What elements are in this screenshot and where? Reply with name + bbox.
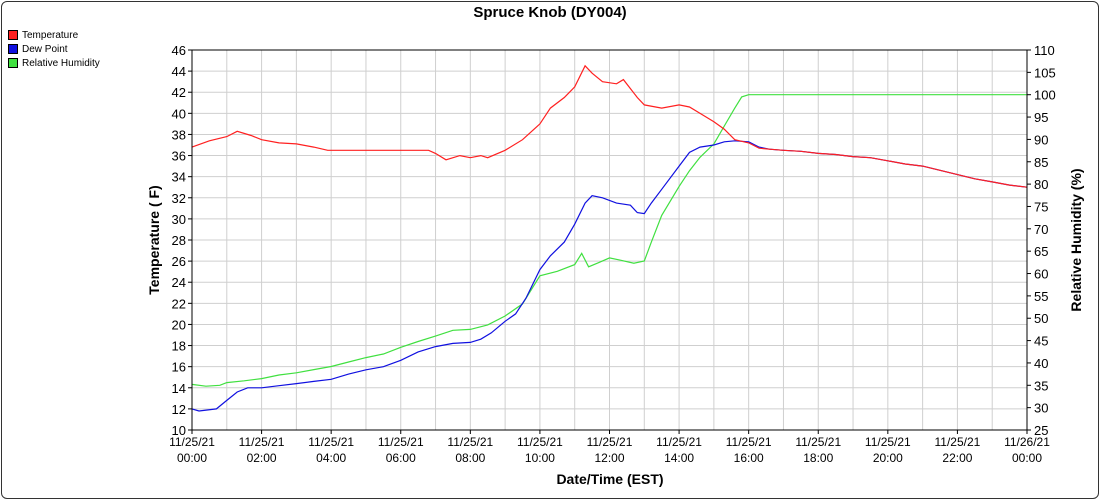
legend-swatch-dew-point <box>8 44 18 54</box>
x-tick-date: 11/25/21 <box>239 435 285 449</box>
left-tick-label: 24 <box>172 275 186 290</box>
left-tick-label: 18 <box>172 339 186 354</box>
x-axis-ticks: 11/25/21 00:00 11/25/21 02:00 11/25/21 04:00 1… <box>169 430 1050 465</box>
left-tick-label: 32 <box>172 191 186 206</box>
right-tick-label: 95 <box>1034 110 1048 125</box>
left-tick-label: 42 <box>172 85 186 100</box>
x-tick-date: 11/25/21 <box>656 435 702 449</box>
right-tick-label: 105 <box>1034 65 1056 80</box>
x-tick-time: 14:00 <box>664 451 694 465</box>
left-tick-label: 14 <box>172 381 186 396</box>
right-tick-label: 85 <box>1034 155 1048 170</box>
left-tick-label: 30 <box>172 212 186 227</box>
x-tick-date: 11/25/21 <box>308 435 354 449</box>
right-tick-label: 55 <box>1034 289 1048 304</box>
y-axis-right-label: Relative Humidity (%) <box>1068 168 1084 311</box>
right-axis-ticks: 25 30 35 40 45 50 55 60 65 70 75 80 85 90 95 100 105 110 <box>1027 43 1056 438</box>
right-tick-label: 110 <box>1034 43 1055 58</box>
x-tick-time: 04:00 <box>316 451 346 465</box>
x-tick-date: 11/25/21 <box>865 435 911 449</box>
x-tick-time: 08:00 <box>455 451 485 465</box>
right-tick-label: 60 <box>1034 267 1048 282</box>
x-tick-date: 11/25/21 <box>795 435 841 449</box>
left-tick-label: 44 <box>172 64 186 79</box>
x-tick-time: 20:00 <box>873 451 903 465</box>
left-tick-label: 28 <box>172 233 186 248</box>
right-tick-label: 70 <box>1034 222 1048 237</box>
left-tick-label: 26 <box>172 254 186 269</box>
x-tick-date: 11/25/21 <box>169 435 215 449</box>
legend-label-temperature: Temperature <box>22 29 79 41</box>
x-tick-time: 22:00 <box>942 451 972 465</box>
left-tick-label: 16 <box>172 360 186 375</box>
left-tick-label: 40 <box>172 106 186 121</box>
x-tick-date: 11/25/21 <box>935 435 981 449</box>
chart-title: Spruce Knob (DY004) <box>473 4 627 21</box>
x-tick-time: 16:00 <box>734 451 764 465</box>
x-tick-time: 06:00 <box>386 451 416 465</box>
series-layer <box>191 64 1028 412</box>
right-tick-label: 25 <box>1034 423 1048 438</box>
left-tick-label: 36 <box>172 149 186 164</box>
right-tick-label: 50 <box>1034 311 1048 326</box>
left-tick-label: 22 <box>172 296 186 311</box>
right-tick-label: 80 <box>1034 177 1048 192</box>
x-tick-date: 11/25/21 <box>726 435 772 449</box>
legend-swatch-temperature <box>8 30 18 40</box>
x-tick-date: 11/25/21 <box>587 435 633 449</box>
left-tick-label: 10 <box>172 423 186 438</box>
right-tick-label: 40 <box>1034 356 1048 371</box>
y-axis-left-label: Temperature ( F) <box>146 185 162 294</box>
x-tick-time: 02:00 <box>247 451 277 465</box>
series-line-temperature <box>191 64 1028 188</box>
series-line-relative-humidity <box>191 94 1027 387</box>
right-tick-label: 30 <box>1034 401 1048 416</box>
right-tick-label: 65 <box>1034 244 1048 259</box>
x-axis-label: Date/Time (EST) <box>556 471 663 487</box>
grid-lines <box>191 49 1028 431</box>
x-tick-time: 00:00 <box>177 451 207 465</box>
right-tick-label: 90 <box>1034 132 1048 147</box>
right-tick-label: 35 <box>1034 378 1048 393</box>
legend-item-relative-humidity: Relative Humidity <box>8 56 100 70</box>
left-tick-label: 34 <box>172 170 186 185</box>
x-tick-date: 11/25/21 <box>447 435 493 449</box>
x-tick-time: 18:00 <box>803 451 833 465</box>
x-tick-date: 11/26/21 <box>1004 435 1050 449</box>
legend-item-dew-point: Dew Point <box>8 42 100 56</box>
chart-legend: Temperature Dew Point Relative Humidity <box>8 28 100 70</box>
legend-label-dew-point: Dew Point <box>22 43 68 55</box>
right-tick-label: 45 <box>1034 334 1048 349</box>
x-tick-time: 00:00 <box>1012 451 1042 465</box>
left-tick-label: 20 <box>172 317 186 332</box>
x-tick-time: 10:00 <box>525 451 555 465</box>
legend-item-temperature: Temperature <box>8 28 100 42</box>
left-tick-label: 12 <box>172 402 186 417</box>
x-tick-date: 11/25/21 <box>378 435 424 449</box>
left-axis-ticks: 10 12 14 16 18 20 22 24 26 28 30 32 34 36 38 40 42 44 46 <box>172 43 192 438</box>
right-tick-label: 75 <box>1034 199 1048 214</box>
x-tick-date: 11/25/21 <box>517 435 563 449</box>
left-tick-label: 38 <box>172 127 186 142</box>
x-tick-time: 12:00 <box>594 451 624 465</box>
legend-label-relative-humidity: Relative Humidity <box>22 57 100 69</box>
legend-swatch-relative-humidity <box>8 58 18 68</box>
right-tick-label: 100 <box>1034 88 1056 103</box>
left-tick-label: 46 <box>172 43 186 58</box>
